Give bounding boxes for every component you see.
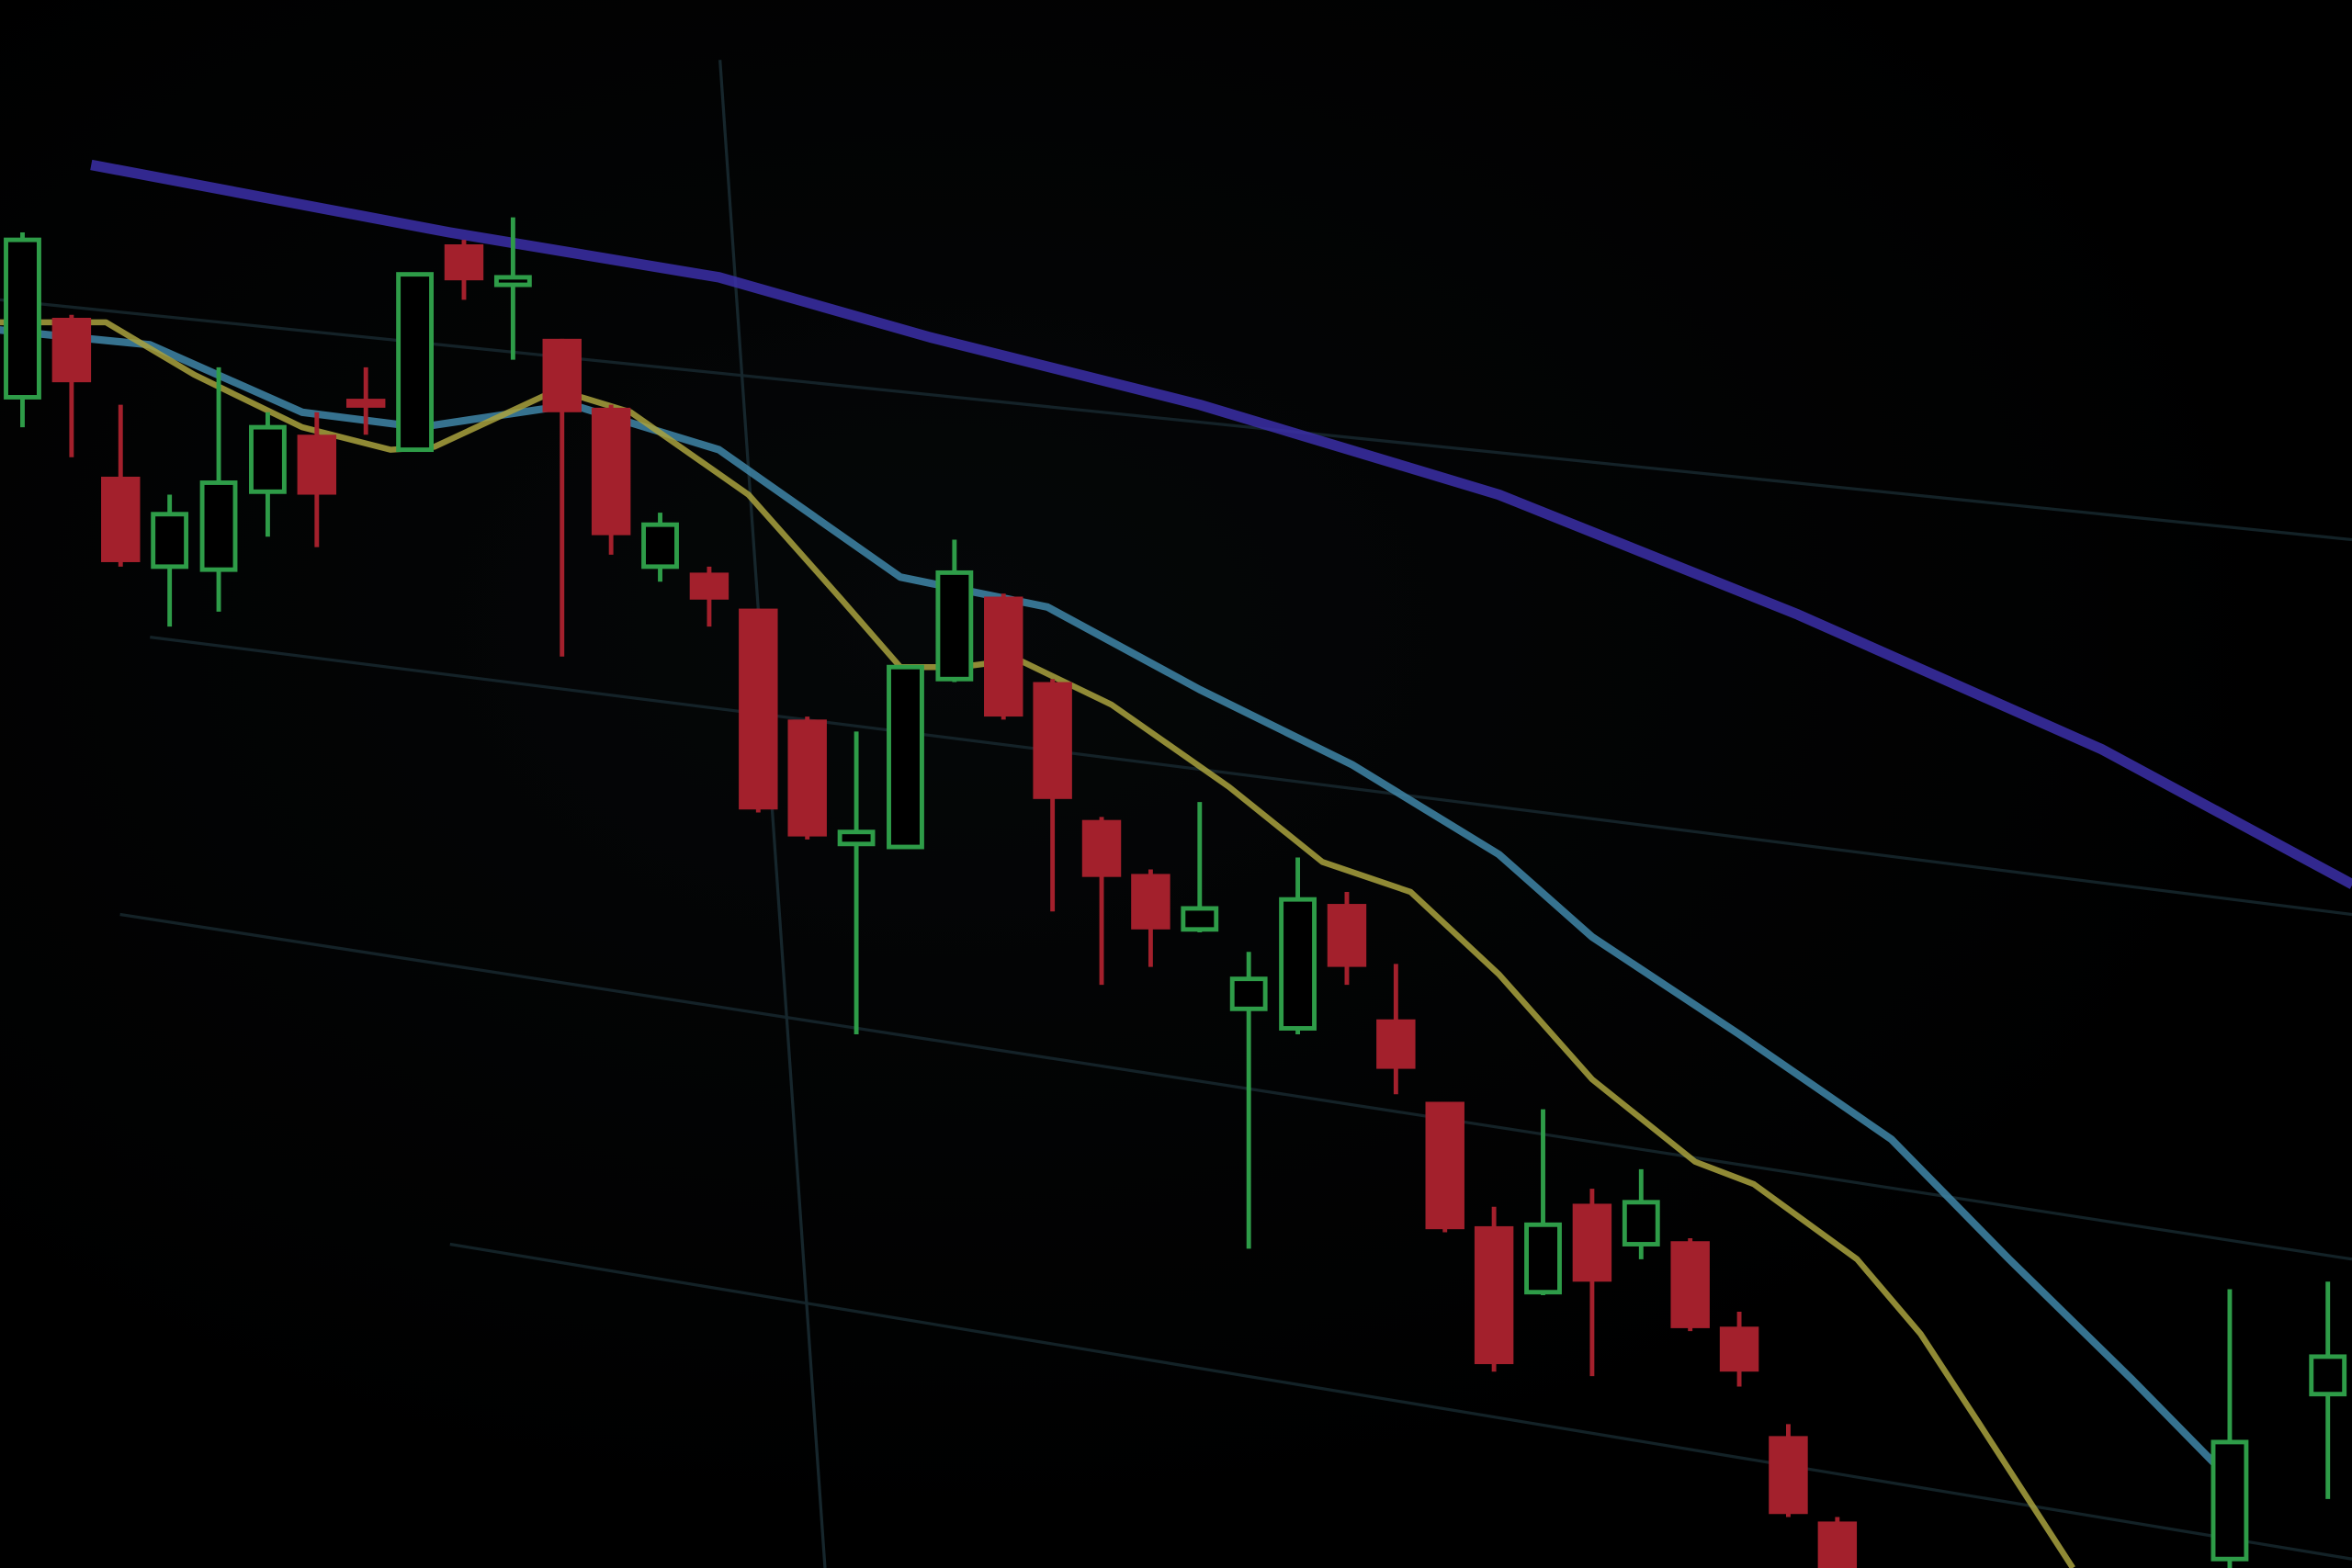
candle-body — [1229, 976, 1268, 1011]
candle-body — [1572, 1203, 1612, 1282]
candle-down — [1572, 1189, 1612, 1377]
gridlines — [0, 60, 2352, 1568]
candle-body — [151, 512, 189, 570]
candle-body — [1670, 1241, 1710, 1328]
candle-up — [1524, 1109, 1562, 1295]
candle-body — [493, 275, 532, 288]
candle-body — [1622, 1200, 1660, 1247]
gridline-horizontal — [0, 298, 2352, 542]
candle-down — [984, 593, 1023, 720]
candle-down — [787, 716, 827, 840]
candle-up — [1229, 952, 1268, 1249]
candle-body — [787, 719, 827, 837]
candle-down — [1131, 869, 1170, 967]
candle-down — [444, 240, 484, 300]
candle-down — [1425, 1101, 1464, 1233]
candle-down — [51, 314, 92, 457]
candle-up — [887, 664, 924, 850]
candle-down — [1033, 679, 1072, 912]
candle-down — [297, 412, 337, 547]
candle-up — [151, 494, 189, 627]
moving-average-ma_mid — [0, 326, 2238, 1487]
candle-body — [297, 434, 337, 495]
gridline-horizontal — [119, 912, 2352, 1261]
candle-up — [493, 217, 532, 360]
candle-down — [1670, 1237, 1710, 1332]
candle-body — [444, 244, 484, 281]
candle-body — [1524, 1222, 1562, 1295]
candle-body — [2211, 1439, 2249, 1562]
candle-down — [1327, 891, 1367, 986]
candle-body — [1327, 904, 1367, 967]
candle-up — [199, 367, 238, 612]
candle-body — [396, 272, 435, 453]
candle-body — [345, 399, 386, 408]
candle-down — [101, 404, 141, 567]
candle-up — [4, 231, 41, 428]
candle-down — [1376, 964, 1416, 1095]
candle-body — [1425, 1101, 1464, 1230]
candle-body — [51, 317, 92, 383]
moving-average-lines — [0, 159, 2352, 1568]
candle-down — [739, 608, 778, 813]
candle-body — [199, 480, 238, 572]
candle-body — [1376, 1019, 1416, 1069]
candle-body — [641, 522, 679, 570]
candle-body — [935, 570, 974, 682]
candle-body — [1769, 1436, 1808, 1515]
candle-up — [837, 731, 876, 1035]
candle-body — [4, 237, 41, 400]
candle-down — [1769, 1424, 1808, 1517]
candle-down — [591, 404, 631, 555]
candle-body — [1181, 906, 1219, 932]
candle-body — [1081, 819, 1122, 877]
candle-down — [542, 338, 582, 657]
candle-body — [887, 664, 924, 850]
candle-body — [1719, 1326, 1759, 1372]
candle-up — [935, 539, 974, 682]
candle-body — [101, 476, 141, 562]
gridline-horizontal — [150, 635, 2352, 917]
gridline-horizontal — [449, 1242, 2352, 1561]
candles — [4, 217, 2347, 1568]
candle-down — [1474, 1206, 1514, 1372]
candle-down — [1081, 817, 1122, 986]
candle-up — [396, 272, 435, 453]
candle-down — [689, 566, 729, 627]
candle-body — [1817, 1521, 1858, 1568]
candle-body — [1474, 1225, 1514, 1365]
candle-up — [2211, 1289, 2249, 1568]
candle-up — [1181, 802, 1219, 933]
candle-body — [1279, 897, 1317, 1031]
moving-average-ma_long — [90, 159, 2352, 889]
candle-up — [641, 513, 679, 582]
candle-up — [249, 412, 287, 537]
gridline-vertical — [718, 60, 827, 1568]
candle-body — [591, 407, 631, 536]
candle-body — [249, 424, 287, 494]
candle-body — [542, 338, 582, 412]
candle-body — [837, 829, 876, 847]
candle-body — [2309, 1354, 2347, 1397]
candle-body — [984, 596, 1023, 717]
candle-up — [1279, 857, 1317, 1035]
candle-body — [739, 608, 778, 810]
candle-body — [1033, 682, 1072, 799]
candle-down — [1719, 1311, 1759, 1387]
candle-up — [2309, 1281, 2347, 1499]
candle-body — [1131, 874, 1170, 930]
candle-down — [1817, 1517, 1858, 1568]
candle-down — [345, 367, 386, 435]
candle-up — [1622, 1168, 1660, 1259]
candle-body — [689, 572, 729, 600]
